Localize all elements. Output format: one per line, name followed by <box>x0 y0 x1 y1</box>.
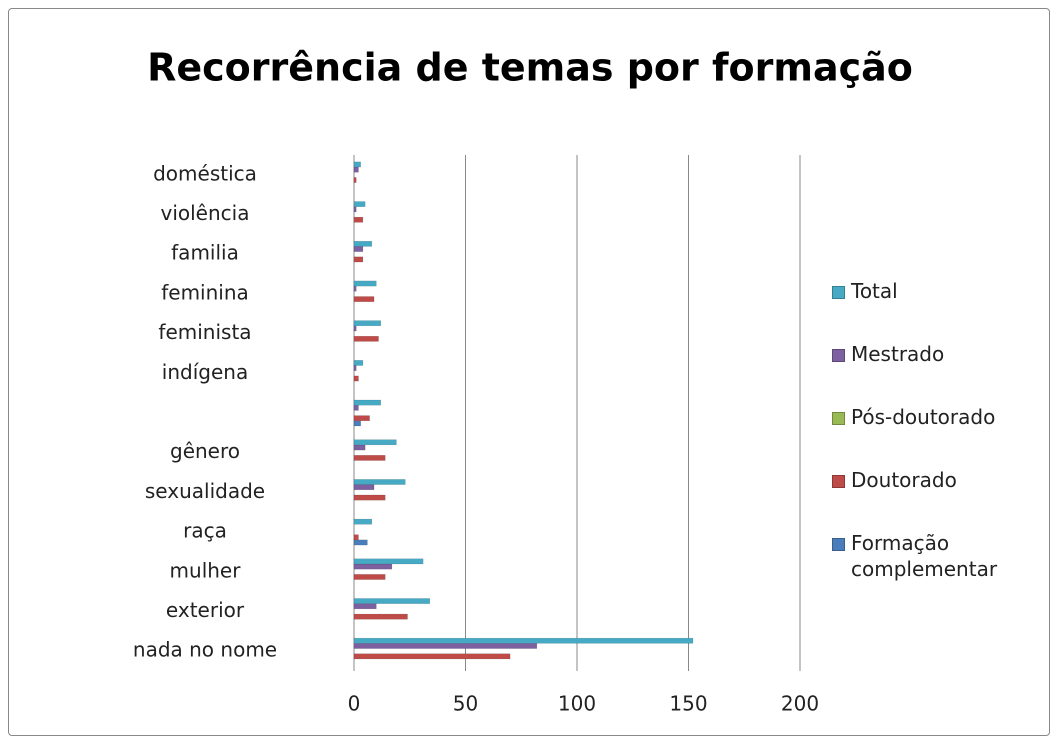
legend-label: Mestrado <box>851 342 945 366</box>
bar <box>353 246 364 252</box>
y-tick-label: raça <box>183 519 227 543</box>
legend-swatch <box>832 286 845 299</box>
legend-label: Pós-doutorado <box>851 405 996 429</box>
bar <box>353 320 382 327</box>
bar <box>353 653 511 660</box>
chart-frame <box>8 8 1050 736</box>
legend-item: Mestrado <box>832 341 1032 404</box>
legend-item: Pós-doutorado <box>832 404 1032 467</box>
bar <box>353 216 364 223</box>
legend-swatch <box>832 412 845 425</box>
legend-label: Total <box>851 279 898 303</box>
bar <box>353 206 357 213</box>
legend-swatch <box>832 538 845 551</box>
bar <box>353 598 431 604</box>
bar <box>353 563 393 570</box>
bar <box>353 415 370 422</box>
y-tick-label: familia <box>171 241 239 265</box>
bar <box>353 360 364 366</box>
bar <box>353 518 373 525</box>
x-tick-label: 150 <box>669 692 707 716</box>
bar <box>353 399 382 406</box>
x-tick-label: 0 <box>348 692 361 716</box>
bar <box>353 420 361 427</box>
bar <box>353 177 357 183</box>
bar <box>353 444 366 451</box>
bar <box>353 166 359 173</box>
y-tick-label: doméstica <box>153 161 257 185</box>
bar <box>353 455 386 461</box>
y-tick-label: nada no nome <box>133 638 277 662</box>
y-tick-label: feminina <box>161 280 249 304</box>
bar <box>353 558 424 565</box>
bar <box>353 643 538 649</box>
bar <box>353 637 694 644</box>
bar <box>353 574 386 580</box>
legend-swatch <box>832 475 845 488</box>
bar <box>353 161 361 168</box>
y-tick-label: gênero <box>170 439 240 463</box>
bar <box>353 439 397 446</box>
bar <box>353 280 377 287</box>
bar <box>353 201 366 207</box>
bar <box>353 335 379 342</box>
bar <box>353 375 359 382</box>
y-tick-label: feminista <box>158 320 251 344</box>
y-tick-label: indígena <box>162 360 248 384</box>
bar <box>353 256 364 263</box>
bar <box>353 296 375 302</box>
x-tick-label: 50 <box>453 692 478 716</box>
bar <box>353 534 359 541</box>
bar <box>353 240 373 247</box>
legend-label: Doutorado <box>851 468 957 492</box>
bar <box>353 613 408 620</box>
x-tick-label: 100 <box>558 692 596 716</box>
bar <box>353 479 406 485</box>
legend: Total Mestrado Pós-doutorado Doutorado Forma… <box>832 278 1032 593</box>
legend-item: Total <box>832 278 1032 341</box>
y-tick-label: sexualidade <box>145 479 265 503</box>
bar <box>353 285 357 292</box>
y-tick-label: mulher <box>170 558 242 582</box>
legend-item: Formação complementar <box>832 530 1032 593</box>
bar <box>353 404 359 411</box>
bar <box>353 603 377 610</box>
bar <box>353 484 375 491</box>
bar <box>353 325 357 332</box>
y-tick-label: exterior <box>166 598 245 622</box>
bar <box>353 494 386 501</box>
x-tick-label: 200 <box>781 692 819 716</box>
legend-swatch <box>832 349 845 362</box>
bar <box>353 365 357 371</box>
chart-title: Recorrência de temas por formação <box>147 46 913 90</box>
legend-item: Doutorado <box>832 467 1032 530</box>
legend-label: Formação complementar <box>851 531 998 581</box>
bar <box>353 539 368 546</box>
y-tick-label: violência <box>161 201 250 225</box>
